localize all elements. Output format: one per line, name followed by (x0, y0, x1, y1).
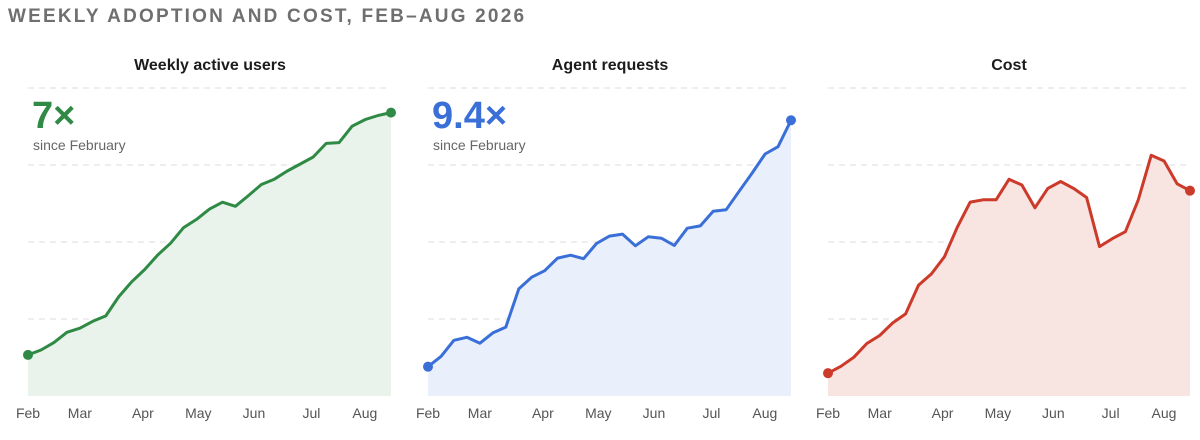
x-tick-label: Aug (752, 405, 777, 421)
x-tick-label: Jun (643, 405, 666, 421)
x-tick-label: Jun (243, 405, 266, 421)
x-tick-label: Jul (1102, 405, 1120, 421)
x-tick-label: Aug (1151, 405, 1176, 421)
x-tick-label: Jun (1042, 405, 1065, 421)
growth-caption: since February (33, 137, 126, 153)
start-point (423, 361, 433, 372)
x-tick-label: Mar (468, 405, 492, 421)
start-point (23, 349, 33, 360)
growth-multiplier-label: 7× (32, 95, 75, 137)
end-point (786, 115, 796, 126)
x-tick-label: Aug (352, 405, 377, 421)
panel-title: Weekly active users (134, 57, 286, 74)
x-tick-label: Mar (68, 405, 92, 421)
end-point (1185, 185, 1195, 196)
x-tick-label: Apr (532, 405, 554, 421)
series-area (28, 112, 391, 396)
series-line (826, 153, 1192, 375)
x-tick-label: Mar (868, 405, 892, 421)
x-tick-label: May (185, 405, 211, 421)
series-area (828, 155, 1190, 396)
x-tick-label: Jul (302, 405, 320, 421)
start-point (823, 368, 833, 379)
x-tick-label: May (585, 405, 611, 421)
x-tick-label: Apr (132, 405, 154, 421)
x-tick-label: Jul (702, 405, 720, 421)
series-area (428, 120, 791, 397)
series-line (26, 111, 393, 357)
panel-title: Cost (991, 57, 1027, 74)
growth-caption: since February (433, 137, 526, 153)
x-tick-label: Feb (816, 405, 840, 421)
x-tick-label: Apr (932, 405, 954, 421)
x-tick-label: Feb (16, 405, 40, 421)
end-point (386, 107, 396, 118)
x-tick-label: Feb (416, 405, 440, 421)
page-title: WEEKLY ADOPTION AND COST, FEB–AUG 2026 (8, 6, 527, 27)
series-line (426, 118, 793, 369)
panel-title: Agent requests (552, 57, 669, 74)
growth-multiplier-label: 9.4× (432, 95, 507, 137)
x-tick-label: May (985, 405, 1011, 421)
